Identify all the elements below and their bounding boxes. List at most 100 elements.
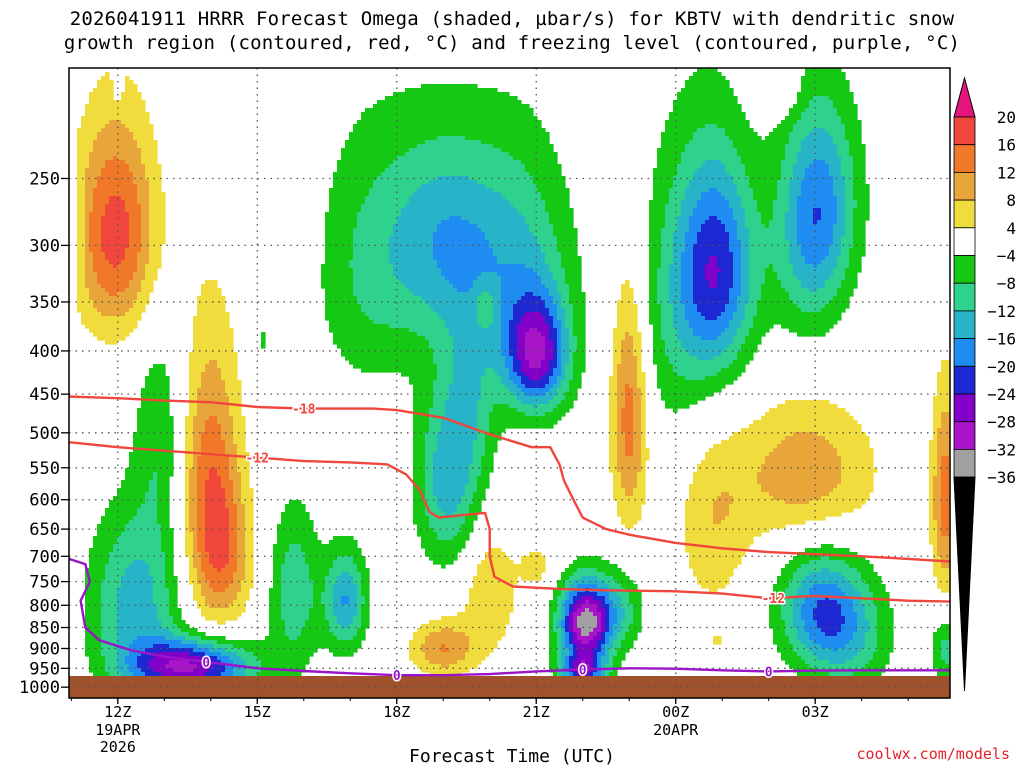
omega-cell xyxy=(833,176,838,181)
omega-cell xyxy=(549,180,554,185)
omega-cell xyxy=(81,124,86,129)
omega-cell xyxy=(657,160,662,165)
omega-cell xyxy=(737,220,742,225)
omega-cell xyxy=(113,112,118,117)
omega-cell xyxy=(693,148,698,153)
omega-cell xyxy=(441,132,446,137)
omega-cell xyxy=(85,240,90,245)
omega-cell xyxy=(397,100,402,105)
omega-cell xyxy=(329,196,334,201)
omega-cell xyxy=(501,184,506,189)
omega-cell xyxy=(93,108,98,113)
omega-cell xyxy=(761,228,766,233)
omega-cell xyxy=(777,136,782,141)
omega-cell xyxy=(101,104,106,109)
omega-cell xyxy=(829,228,834,233)
omega-cell xyxy=(533,176,538,181)
omega-cell xyxy=(477,124,482,129)
omega-cell xyxy=(145,112,150,117)
omega-cell xyxy=(717,84,722,89)
omega-cell xyxy=(437,240,442,245)
omega-cell xyxy=(93,200,98,205)
omega-cell xyxy=(845,96,850,101)
omega-cell xyxy=(361,188,366,193)
omega-cell xyxy=(97,92,102,97)
omega-cell xyxy=(133,128,138,133)
omega-cell xyxy=(821,104,826,109)
omega-cell xyxy=(533,220,538,225)
omega-cell xyxy=(649,244,654,249)
omega-cell xyxy=(769,192,774,197)
omega-cell xyxy=(509,232,514,237)
omega-cell xyxy=(497,172,502,177)
omega-cell xyxy=(341,224,346,229)
omega-cell xyxy=(529,208,534,213)
omega-cell xyxy=(857,204,862,209)
omega-cell xyxy=(693,192,698,197)
omega-cell xyxy=(685,100,690,105)
omega-cell xyxy=(697,152,702,157)
omega-cell xyxy=(345,232,350,237)
omega-cell xyxy=(825,96,830,101)
omega-cell xyxy=(785,184,790,189)
omega-cell xyxy=(353,156,358,161)
omega-cell xyxy=(861,164,866,169)
omega-cell xyxy=(425,224,430,229)
omega-cell xyxy=(705,204,710,209)
omega-cell xyxy=(541,216,546,221)
omega-cell xyxy=(681,112,686,117)
omega-cell xyxy=(725,224,730,229)
omega-cell xyxy=(537,176,542,181)
omega-cell xyxy=(93,100,98,105)
omega-cell xyxy=(737,112,742,117)
omega-cell xyxy=(341,240,346,245)
omega-cell xyxy=(449,212,454,217)
omega-cell xyxy=(837,196,842,201)
omega-cell xyxy=(97,80,102,85)
omega-cell xyxy=(745,172,750,177)
omega-cell xyxy=(441,248,446,253)
omega-cell xyxy=(761,208,766,213)
omega-cell xyxy=(77,200,82,205)
omega-cell xyxy=(809,196,814,201)
omega-cell xyxy=(437,84,442,89)
omega-cell xyxy=(405,192,410,197)
omega-cell xyxy=(469,136,474,141)
omega-cell xyxy=(349,248,354,253)
omega-cell xyxy=(101,100,106,105)
omega-cell xyxy=(133,96,138,101)
omega-cell xyxy=(545,176,550,181)
omega-cell xyxy=(677,132,682,137)
omega-cell xyxy=(441,228,446,233)
omega-cell xyxy=(141,148,146,153)
omega-cell xyxy=(549,216,554,221)
omega-cell xyxy=(133,112,138,117)
omega-cell xyxy=(829,224,834,229)
omega-cell xyxy=(673,104,678,109)
omega-cell xyxy=(537,180,542,185)
omega-cell xyxy=(489,120,494,125)
omega-cell xyxy=(545,192,550,197)
omega-cell xyxy=(377,148,382,153)
omega-cell xyxy=(445,152,450,157)
omega-cell xyxy=(653,228,658,233)
omega-cell xyxy=(421,208,426,213)
omega-cell xyxy=(653,208,658,213)
omega-cell xyxy=(797,172,802,177)
omega-cell xyxy=(701,196,706,201)
omega-cell xyxy=(689,128,694,133)
omega-cell xyxy=(145,168,150,173)
omega-cell xyxy=(117,188,122,193)
omega-cell xyxy=(665,128,670,133)
omega-cell xyxy=(373,116,378,121)
omega-cell xyxy=(713,180,718,185)
omega-cell xyxy=(441,108,446,113)
omega-cell xyxy=(469,152,474,157)
omega-cell xyxy=(89,108,94,113)
omega-cell xyxy=(421,148,426,153)
omega-cell xyxy=(369,212,374,217)
omega-cell xyxy=(557,224,562,229)
omega-cell xyxy=(713,136,718,141)
omega-cell xyxy=(849,108,854,113)
omega-cell xyxy=(801,120,806,125)
